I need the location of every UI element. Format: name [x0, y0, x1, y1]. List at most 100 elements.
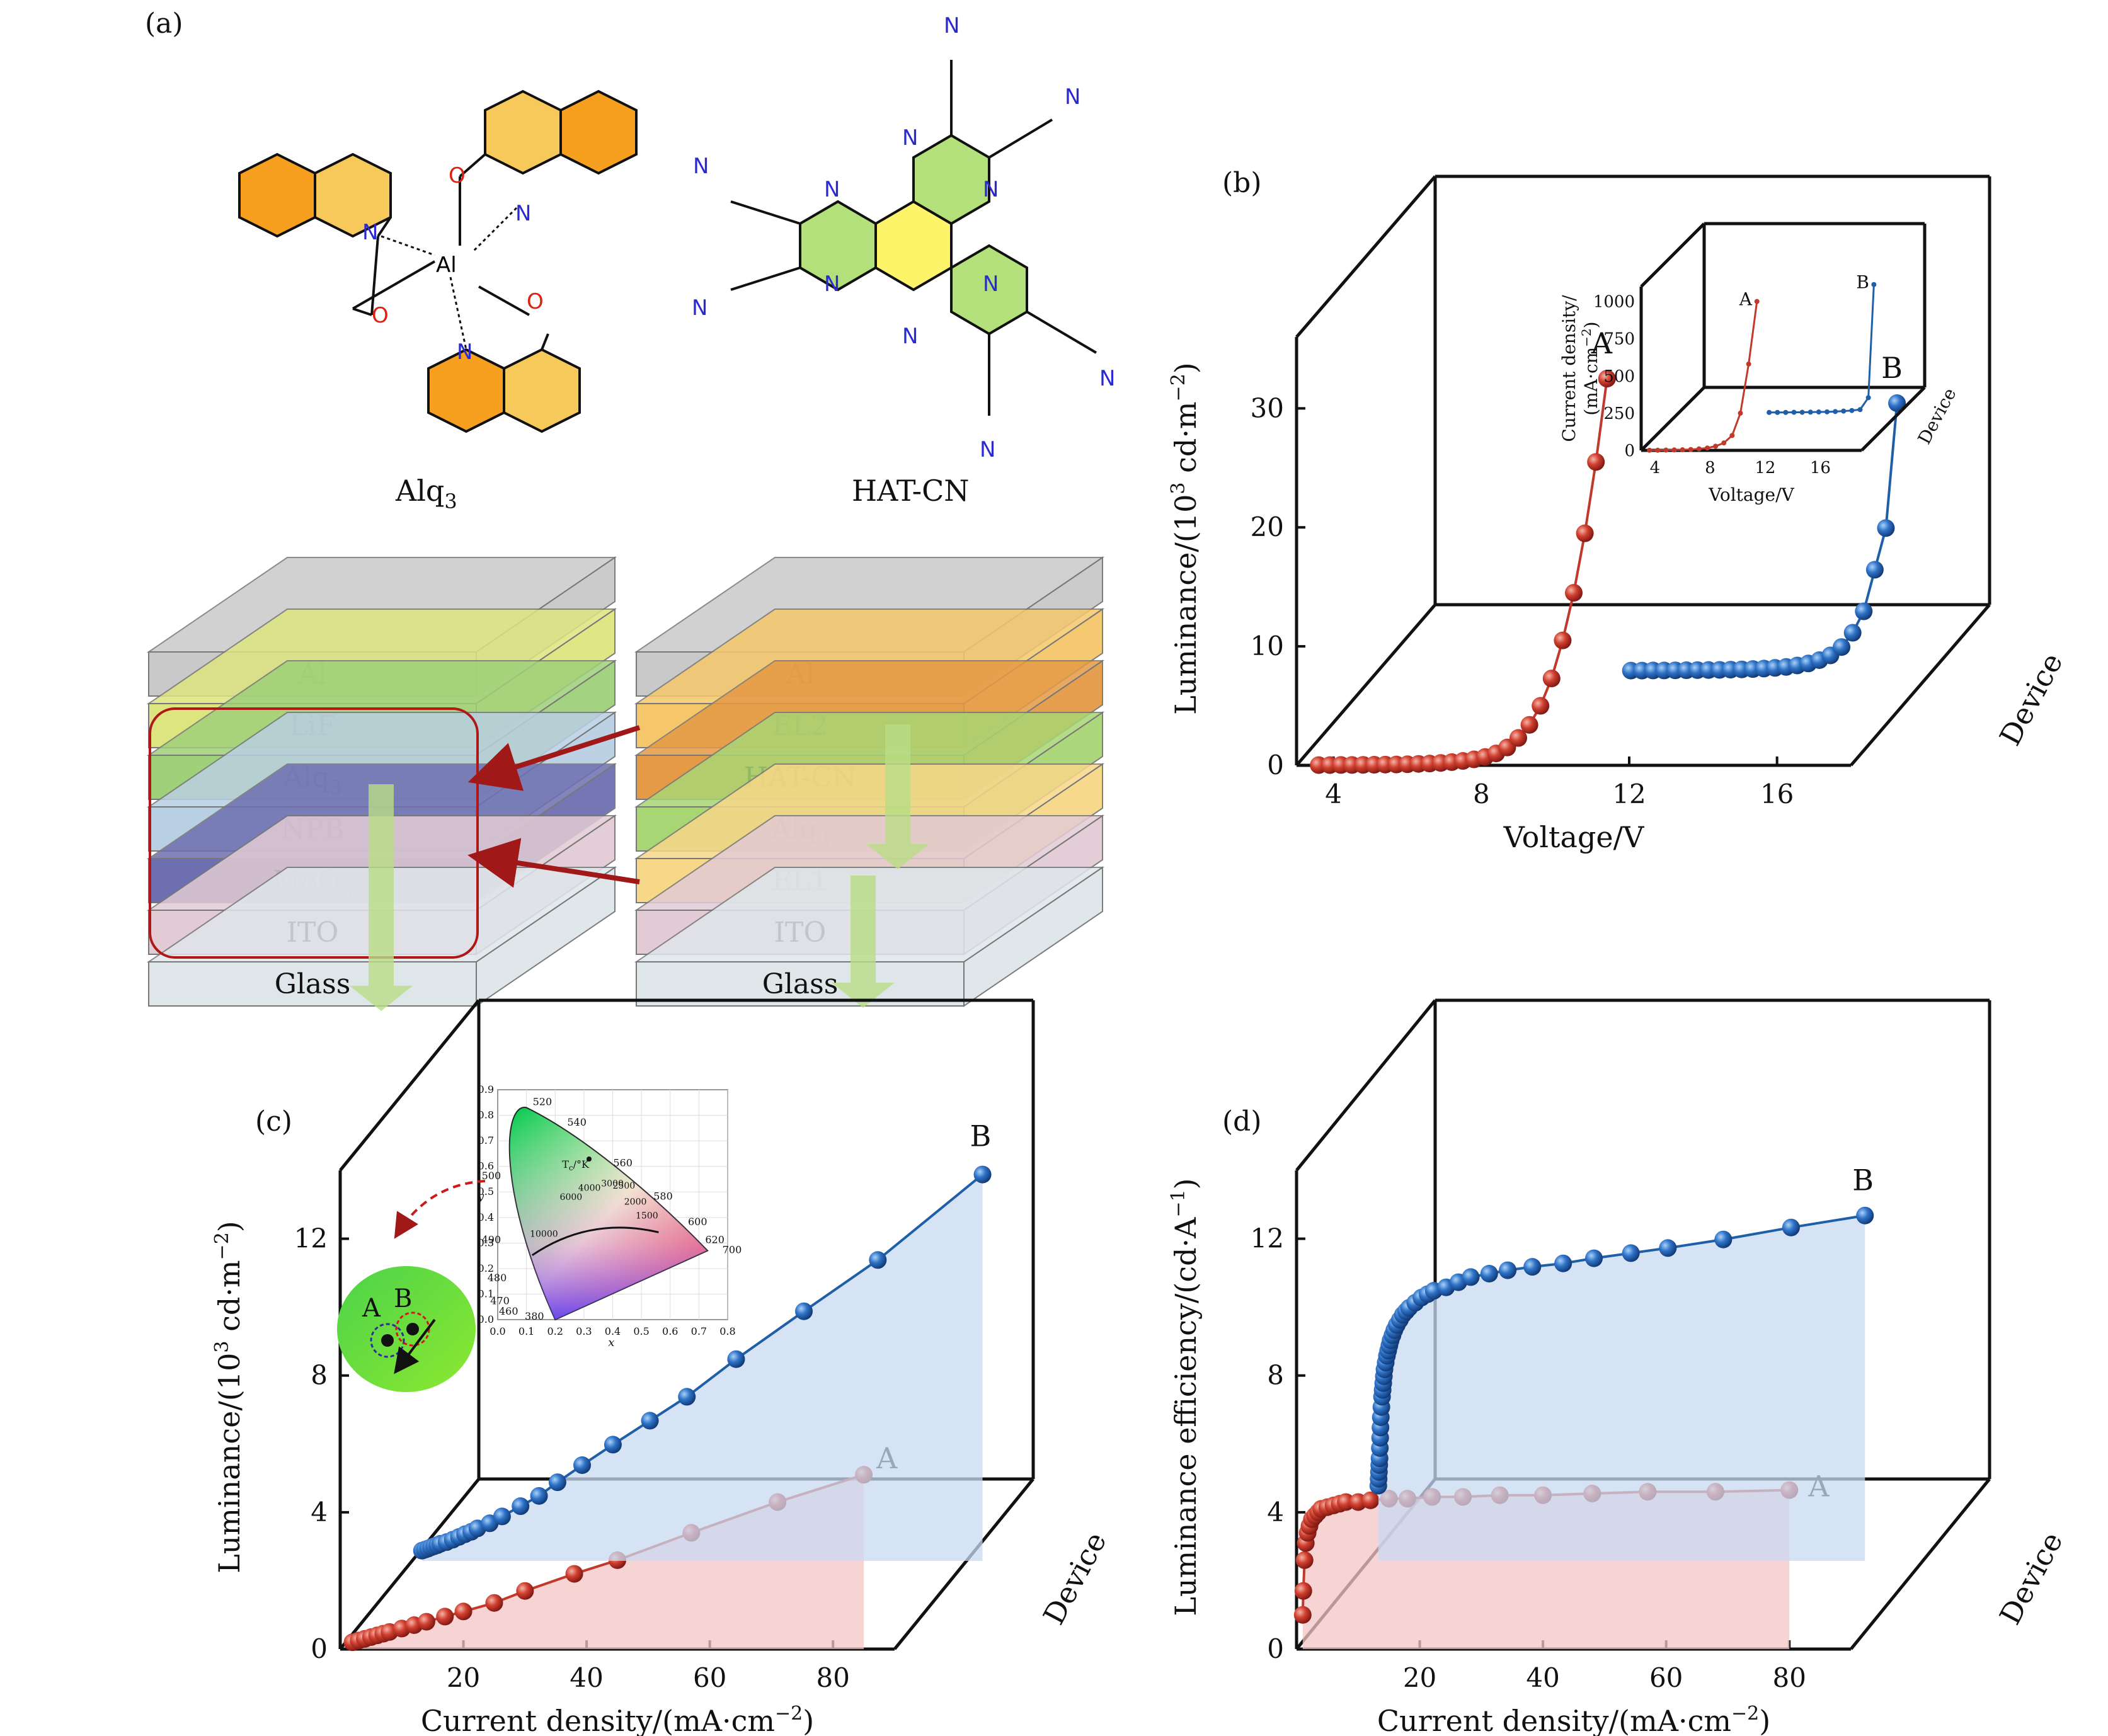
hatcn-atom-n-r2: N	[983, 177, 999, 202]
panel-b-series-B-point	[1855, 602, 1873, 620]
panel-c-series-B-point	[973, 1165, 992, 1184]
panel-b-inset-series-A-point	[1754, 299, 1760, 304]
cie-temperature-label: 10000	[530, 1230, 558, 1240]
panel-c-series-A-point	[454, 1602, 473, 1621]
panel-b-xtick-label: 8	[1473, 779, 1490, 809]
panel-b-inset-series-B-point	[1841, 408, 1847, 414]
panel-d-ytick-label: 12	[1251, 1223, 1284, 1254]
panel-b-series-B-point	[1833, 638, 1851, 656]
panel-b-series-A-point	[1587, 453, 1605, 471]
cie-zoom-ring-a	[370, 1323, 405, 1358]
panel-d-series-B-point	[1714, 1230, 1733, 1248]
arrow-el1-to-moo3	[467, 838, 640, 888]
panel-b-inset-series-A-point	[1671, 447, 1677, 453]
panel-b-inset-series-B-point	[1871, 282, 1877, 287]
panel-c-ylabel: Luminance/(103 cd·m−2)	[211, 1221, 246, 1573]
panel-b-series-A-point	[1565, 584, 1583, 602]
panel-d-zlabel: Device	[1993, 1526, 2070, 1630]
cie-wavelength-label: 560	[613, 1157, 633, 1169]
panel-c-ytick-label: 0	[311, 1633, 328, 1664]
cie-ytick-label: 0.5	[478, 1185, 494, 1197]
panel-b-series-A-point	[1520, 716, 1538, 734]
panel-b-series-A-point	[1598, 370, 1616, 388]
cie-ytick-label: 0.4	[478, 1211, 494, 1223]
panel-c-inset: 0.0 0.1 0.2 0.3 0.4 0.5 0.6 0.7 0.8 0.0 0.1 0.2 0.3 0…	[337, 1083, 742, 1392]
cie-zoom-point-b	[406, 1323, 419, 1335]
panel-d-series-B-point	[1659, 1239, 1677, 1257]
panel-b-inset: 4 8 12 16 0 250 500 750 1000 Voltage/V Current den…	[1559, 222, 1961, 505]
hatcn-atom-n-r3: N	[824, 177, 840, 202]
panel-b-ylabel: Luminance/(103 cd·m−2)	[1167, 362, 1203, 715]
panel-c-series-B-point	[548, 1473, 566, 1492]
cie-zoom-point-a	[381, 1334, 394, 1347]
cie-xtick-label: 0.7	[691, 1325, 707, 1337]
hatcn-molecule	[730, 60, 1097, 416]
cie-zoom-arrow	[394, 1180, 486, 1239]
alq3-atom-o3: O	[527, 289, 544, 314]
panel-b-inset-series-A-point	[1663, 447, 1669, 453]
panel-b-inset-series-B-point	[1833, 409, 1838, 414]
hatcn-atom-n-top: N	[944, 13, 959, 38]
panel-d-xtick-label: 80	[1772, 1662, 1806, 1693]
panel-c-ytick-label: 8	[311, 1360, 328, 1391]
panel-d-series-A-point	[1337, 1493, 1355, 1511]
panel-b-inset-xtick-label: 4	[1650, 459, 1661, 477]
arrow-el2-to-alq3	[467, 725, 641, 791]
panel-b-inset-series-B-point	[1807, 409, 1813, 415]
panel-b-ytick-label: 20	[1251, 511, 1284, 542]
panel-d-series-B-point	[1622, 1244, 1640, 1262]
panel-c-series-B-label: B	[970, 1119, 992, 1153]
panel-d-ytick-label: 0	[1267, 1633, 1284, 1664]
hatcn-atom-n-left1: N	[693, 154, 709, 179]
cie-planck-locus	[531, 1226, 659, 1257]
panel-b-inset-series-B-point	[1865, 395, 1871, 401]
panel-d-chart: 20 40 60 80 0 4 8 12 Current density/(mA·cm−2) Lu…	[1167, 998, 2070, 1736]
cie-wavelength-label: 470	[490, 1295, 510, 1307]
cie-xtick-label: 0.5	[633, 1325, 649, 1337]
panel-c-xtick-label: 40	[570, 1662, 603, 1693]
alq3-atom-o2: O	[372, 303, 389, 328]
panel-b-inset-series-B-point	[1849, 408, 1855, 413]
cie-temperature-label: 2000	[624, 1197, 647, 1208]
panel-b-series-A-point	[1542, 670, 1561, 688]
panel-b-inset-series-B-point	[1824, 409, 1830, 414]
panel-c-xtick-label: 20	[447, 1662, 480, 1693]
panel-b-xtick-label: 4	[1325, 779, 1342, 809]
hatcn-atom-n-topright: N	[1065, 84, 1080, 110]
cie-wavelength-label: 480	[488, 1272, 507, 1284]
cie-ytick-label: 0.7	[478, 1134, 494, 1146]
panel-b-inset-series-B-point	[1775, 409, 1780, 415]
panel-c-xtick-label: 80	[816, 1662, 849, 1693]
panel-b-series-B-point	[1877, 519, 1895, 537]
device-b-layer-front	[636, 961, 965, 1007]
panel-b-inset-series-A-point	[1696, 446, 1702, 452]
cie-ytick-label: 0.9	[478, 1083, 494, 1095]
cie-xtick-label: 0.6	[662, 1325, 678, 1337]
panel-b-inset-series-A-point	[1721, 440, 1727, 446]
hatcn-n-labels: N N N N N N N N N N N N	[692, 13, 1115, 462]
cie-ytick-label: 0.0	[478, 1313, 494, 1325]
panel-b-inset-series-B-point	[1857, 407, 1863, 413]
panel-b-inset-ytick-label: 0	[1624, 442, 1635, 460]
panel-c-axis-z	[339, 1478, 480, 1650]
cie-wavelength-label: 700	[723, 1244, 742, 1256]
panel-b-inset-xtick-label: 12	[1755, 459, 1775, 477]
panel-b-inset-zlabel: Device	[1913, 384, 1960, 447]
panel-d-series-A-point	[1295, 1551, 1314, 1569]
panel-d-series-B-label: B	[1852, 1163, 1874, 1197]
cie-ytick-label: 0.1	[478, 1288, 494, 1299]
panel-c-series-A-point	[417, 1613, 435, 1631]
cie-axis-x: x	[608, 1336, 614, 1349]
panel-b-inset-ylabel1: Current density/	[1559, 295, 1579, 442]
panel-b-inset-series-A-point	[1705, 445, 1710, 451]
device-a-layer-front	[148, 961, 477, 1007]
panel-b-series-A-point	[1509, 729, 1527, 747]
panel-b-ytick-label: 10	[1251, 631, 1284, 661]
cie-temperature-label: 6000	[560, 1192, 583, 1202]
panel-c-series-A-point	[485, 1594, 503, 1612]
panel-b-xlabel: Voltage/V	[1503, 820, 1644, 854]
panel-b-series-B-point	[1843, 624, 1862, 642]
cie-wavelength-label: 500	[482, 1170, 501, 1182]
panel-d-frame-edge	[1295, 999, 1436, 1172]
